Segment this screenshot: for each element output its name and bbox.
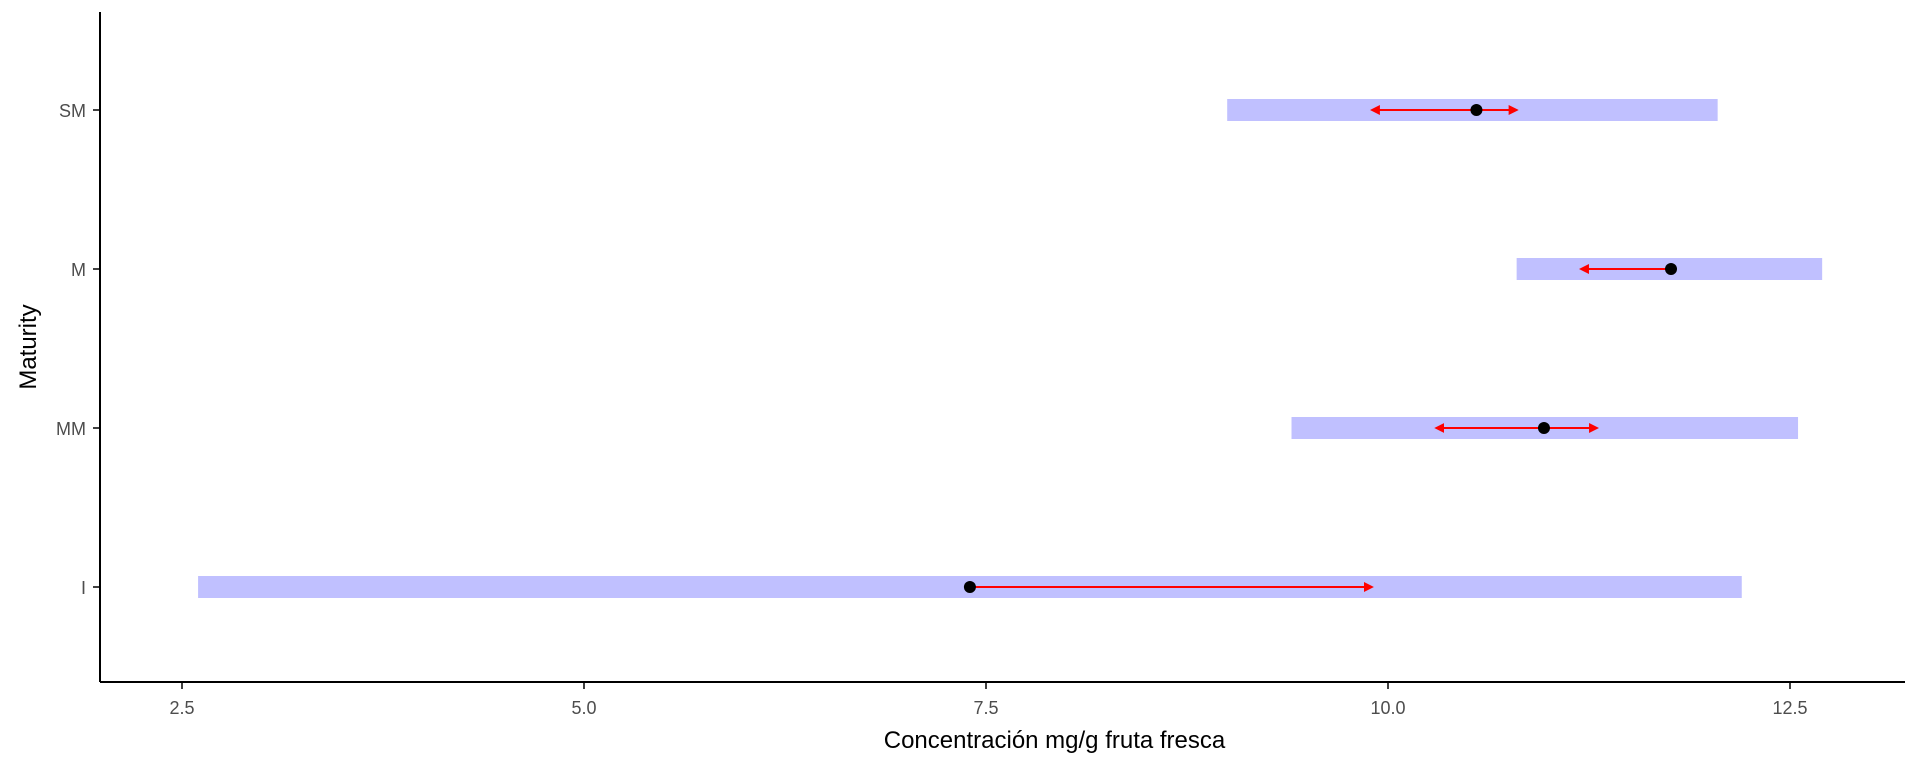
x-tick-label: 5.0 — [571, 698, 596, 718]
points-layer — [963, 104, 1678, 593]
x-tick-label: 10.0 — [1370, 698, 1405, 718]
point-sm — [1470, 104, 1483, 116]
x-tick-label: 7.5 — [973, 698, 998, 718]
x-axis-title: Concentración mg/g fruta fresca — [884, 727, 1226, 754]
y-tick-label: M — [71, 260, 86, 280]
y-axis-title: Maturity — [15, 304, 42, 389]
y-tick-label: MM — [56, 419, 86, 439]
range-bars-layer — [198, 99, 1823, 598]
point-i — [963, 581, 976, 593]
y-tick-label: I — [81, 578, 86, 598]
y-tick-label: SM — [59, 101, 86, 121]
arrows-layer — [969, 105, 1672, 592]
axes-layer — [99, 12, 1905, 683]
point-m — [1665, 263, 1678, 275]
point-mm — [1537, 422, 1550, 434]
x-tick-label: 12.5 — [1772, 698, 1807, 718]
x-tick-label: 2.5 — [169, 698, 194, 718]
